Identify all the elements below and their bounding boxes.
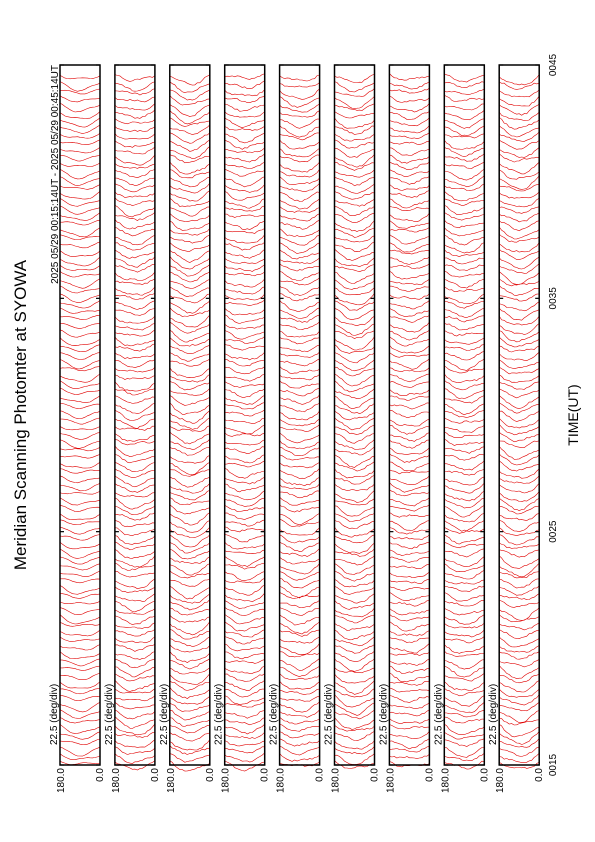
scan-trace <box>114 74 156 771</box>
panel-frame <box>114 64 156 766</box>
scan-trace <box>444 73 485 770</box>
panel: 22.5 (deg/div) 180.0 0.0 <box>159 64 216 793</box>
scan-trace <box>498 74 540 769</box>
panel: 22.5 (deg/div) 180.0 0.0 <box>104 64 161 793</box>
panel-frame <box>443 64 486 766</box>
panel-top-label: 180.0 <box>440 768 451 793</box>
panel: 22.5 (deg/div) 180.0 0.0 <box>378 64 435 793</box>
panel-top-label: 180.0 <box>221 768 232 793</box>
panel-top-label: 180.0 <box>495 768 506 793</box>
panel-frame <box>223 64 266 766</box>
panel-scale: 22.5 (deg/div) <box>378 684 389 745</box>
panel-scale: 22.5 (deg/div) <box>49 684 60 745</box>
panel-scale: 22.5 (deg/div) <box>324 684 335 745</box>
panel-frame <box>59 64 101 766</box>
panel: 22.5 (deg/div) 180.0 0.0 <box>433 64 490 793</box>
scan-trace <box>334 74 375 769</box>
panel: 22.5 (deg/div) 180.0 0.0 <box>488 64 545 793</box>
panel-top-label: 180.0 <box>56 768 67 793</box>
panel-bottom-label: 0.0 <box>315 768 326 782</box>
x-tick-label: 0025 <box>548 520 559 543</box>
panel-frame <box>169 64 211 766</box>
panel-frame <box>333 64 376 766</box>
panel: 22.5 (deg/div) 180.0 0.0 <box>324 64 381 793</box>
panel-top-label: 180.0 <box>385 768 396 793</box>
panel-top-label: 180.0 <box>166 768 177 793</box>
panel-top-label: 180.0 <box>331 768 342 793</box>
panel-bottom-label: 0.0 <box>95 768 106 782</box>
panel-scale: 22.5 (deg/div) <box>269 684 280 745</box>
panel-bottom-label: 0.0 <box>205 768 216 782</box>
x-axis-label: TIME(UT) <box>565 384 581 445</box>
panel-scale: 22.5 (deg/div) <box>214 684 225 745</box>
panel-frame <box>388 64 431 766</box>
panel: 22.5 (deg/div) 180.0 0.0 <box>49 64 106 793</box>
title: Meridian Scanning Photomter at SYOWA <box>11 259 30 570</box>
panel-bottom-label: 0.0 <box>534 768 545 782</box>
panel-frame <box>278 64 321 766</box>
scan-trace <box>389 73 430 768</box>
panel-bottom-label: 0.0 <box>260 768 271 782</box>
panel: 22.5 (deg/div) 180.0 0.0 <box>214 64 271 793</box>
x-tick-label: 0015 <box>548 753 559 776</box>
scan-trace <box>279 74 320 767</box>
panel-bottom-label: 0.0 <box>424 768 435 782</box>
panel: 22.5 (deg/div) 180.0 0.0 <box>269 64 326 793</box>
x-tick-label: 0045 <box>548 53 559 76</box>
panel-scale: 22.5 (deg/div) <box>159 684 170 745</box>
subtitle: 2025 05/29 00:15:14UT - 2025 05/29 00:45… <box>50 65 61 284</box>
panel-frame <box>498 64 540 766</box>
panel-bottom-label: 0.0 <box>479 768 490 782</box>
panel-top-label: 180.0 <box>276 768 287 793</box>
x-tick-label: 0035 <box>548 287 559 310</box>
panel-scale: 22.5 (deg/div) <box>488 684 499 745</box>
panel-scale: 22.5 (deg/div) <box>104 684 115 745</box>
panel-scale: 22.5 (deg/div) <box>433 684 444 745</box>
panel-bottom-label: 0.0 <box>370 768 381 782</box>
scan-trace <box>59 74 101 766</box>
panel-top-label: 180.0 <box>111 768 122 793</box>
panel-bottom-label: 0.0 <box>150 768 161 782</box>
scan-trace <box>169 74 211 772</box>
scan-trace <box>224 73 265 772</box>
